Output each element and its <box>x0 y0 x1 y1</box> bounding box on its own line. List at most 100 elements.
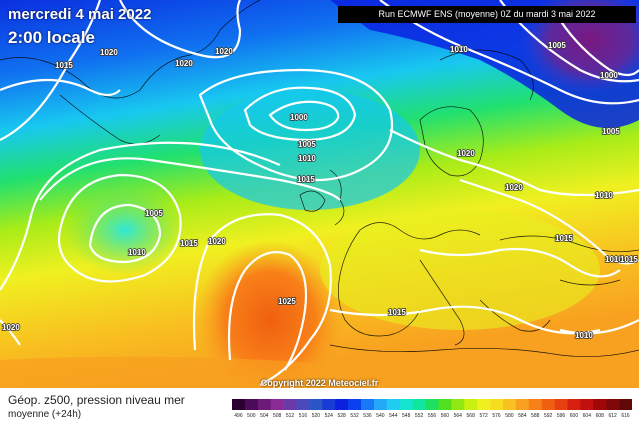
color-swatch <box>361 399 375 410</box>
color-swatch <box>386 399 401 410</box>
color-tick-label: 568 <box>467 413 476 419</box>
color-tick-label: 608 <box>596 413 605 419</box>
forecast-date: mercredi 4 mai 2022 <box>8 6 152 23</box>
color-tick-label: 540 <box>376 413 385 419</box>
color-tick-label: 512 <box>286 413 295 419</box>
color-swatch <box>464 399 478 410</box>
cold-core-northeast <box>520 0 639 95</box>
color-tick-label: 508 <box>273 413 282 419</box>
color-tick-label: 596 <box>557 413 566 419</box>
copyright-text: Copyright 2022 Meteociel.fr <box>260 378 379 388</box>
color-swatch <box>515 399 530 410</box>
pressure-label: 1010 <box>450 45 468 54</box>
pressure-label: 1020 <box>100 48 118 57</box>
pressure-label: 1000 <box>290 113 308 122</box>
color-tick-label: 516 <box>299 413 308 419</box>
color-swatch <box>593 399 607 410</box>
legend-subtitle: moyenne (+24h) <box>8 409 82 420</box>
color-scale-bar: 496 500 504 508 512 516 520 524 528 532 536 540 544 5… <box>232 399 632 419</box>
color-swatch <box>541 399 555 410</box>
run-info-banner: Run ECMWF ENS (moyenne) 0Z du mardi 3 ma… <box>338 6 636 23</box>
color-swatch <box>412 399 426 410</box>
color-tick-label: 528 <box>338 413 347 419</box>
color-tick-label: 600 <box>570 413 579 419</box>
color-swatch <box>309 399 323 410</box>
color-swatch <box>335 399 349 410</box>
color-swatch <box>451 399 465 410</box>
color-tick-label: 524 <box>325 413 334 419</box>
isobars <box>0 0 639 385</box>
color-swatch <box>373 399 388 410</box>
color-swatch <box>425 399 439 410</box>
warm-ridge <box>195 240 345 388</box>
pressure-label: 1010 <box>595 191 613 200</box>
pressure-label: 1015 <box>555 234 573 243</box>
color-tick-label: 572 <box>479 413 488 419</box>
pressure-labels: 1020 1015 1020 1020 1010 1005 1000 1000 … <box>1 40 639 341</box>
pressure-label: 1020 <box>2 323 20 332</box>
color-swatch <box>619 399 632 410</box>
pressure-label: 1005 <box>298 140 316 149</box>
color-tick-label: 536 <box>363 413 372 419</box>
color-swatch <box>232 399 246 410</box>
color-swatch <box>283 399 297 410</box>
pressure-label: 1015 <box>620 255 638 264</box>
color-tick-label: 552 <box>415 413 424 419</box>
pressure-label: 1020 <box>215 47 233 56</box>
color-tick-label: 556 <box>428 413 437 419</box>
pressure-label: 1005 <box>602 127 620 136</box>
color-swatch <box>580 399 594 410</box>
pressure-label: 1015 <box>55 61 73 70</box>
pressure-label: 1015 <box>180 239 198 248</box>
pressure-label: 1020 <box>175 59 193 68</box>
pressure-label: 1015 <box>297 175 315 184</box>
color-tick-label: 520 <box>312 413 321 419</box>
color-tick-label: 616 <box>621 413 630 419</box>
color-tick-label: 612 <box>608 413 617 419</box>
pressure-label: 1020 <box>208 237 226 246</box>
color-swatch <box>348 399 362 410</box>
color-tick-label: 576 <box>492 413 501 419</box>
pressure-label: 1005 <box>548 41 566 50</box>
color-swatch <box>554 399 568 410</box>
color-swatch <box>528 399 542 410</box>
pressure-label: 1015 <box>388 308 406 317</box>
pressure-label: 1010 <box>605 255 623 264</box>
pressure-label: 1025 <box>278 297 296 306</box>
pressure-label: 1000 <box>600 71 618 80</box>
color-swatch <box>296 399 310 410</box>
color-swatch <box>490 399 504 410</box>
color-tick-label: 588 <box>531 413 540 419</box>
color-swatch <box>502 399 517 410</box>
color-tick-label: 560 <box>441 413 450 419</box>
color-swatch <box>322 399 336 410</box>
forecast-time: 2:00 locale <box>8 28 95 47</box>
color-tick-label: 548 <box>402 413 411 419</box>
color-tick-label: 584 <box>518 413 527 419</box>
color-tick-label: 496 <box>234 413 243 419</box>
color-swatch <box>438 399 452 410</box>
color-tick-label: 564 <box>454 413 463 419</box>
pressure-label: 1020 <box>505 183 523 192</box>
color-swatch <box>477 399 491 410</box>
color-swatch <box>606 399 620 410</box>
color-tick-label: 580 <box>505 413 514 419</box>
color-tick-label: 604 <box>583 413 592 419</box>
color-tick-label: 592 <box>544 413 553 419</box>
color-tick-label: 500 <box>247 413 256 419</box>
color-swatch <box>257 399 272 410</box>
color-tick-label: 532 <box>350 413 359 419</box>
weather-map: 1020 1015 1020 1020 1010 1005 1000 1000 … <box>0 0 639 388</box>
color-swatch <box>244 399 259 410</box>
color-swatch <box>567 399 581 410</box>
legend-title: Géop. z500, pression niveau mer <box>8 393 185 407</box>
pressure-label: 1010 <box>575 331 593 340</box>
color-swatch <box>270 399 284 410</box>
pressure-label: 1005 <box>145 209 163 218</box>
pressure-label: 1010 <box>128 248 146 257</box>
color-tick-label: 544 <box>389 413 398 419</box>
pressure-label: 1020 <box>457 149 475 158</box>
color-swatch <box>399 399 413 410</box>
color-tick-label: 504 <box>260 413 269 419</box>
pressure-label: 1010 <box>298 154 316 163</box>
